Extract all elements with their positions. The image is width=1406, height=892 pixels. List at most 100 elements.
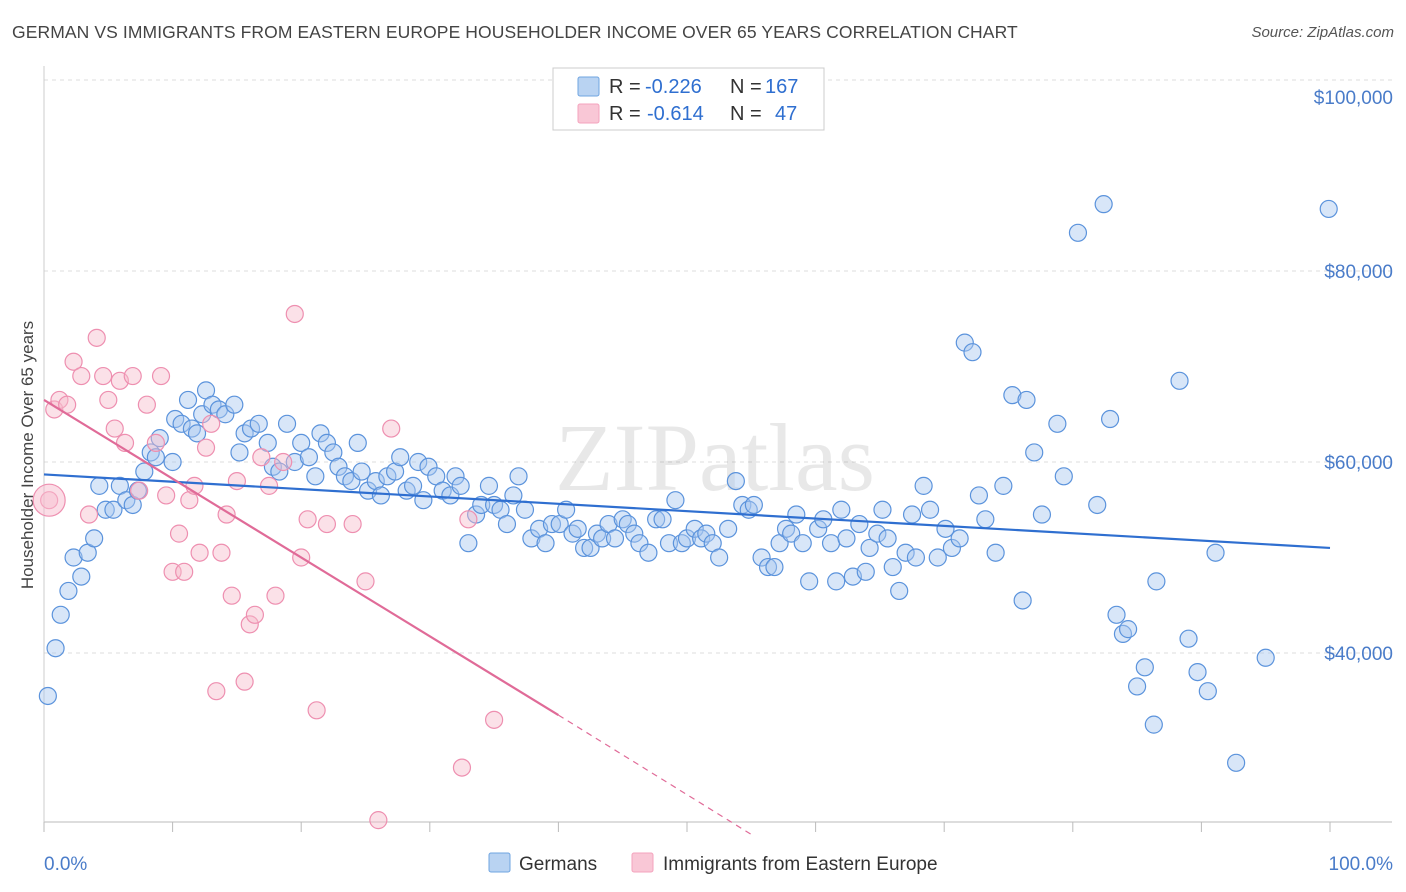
germans-point bbox=[942, 538, 962, 558]
y-tick-label: $40,000 bbox=[1324, 644, 1393, 665]
germans-point bbox=[685, 519, 704, 538]
immigrants-point bbox=[202, 414, 221, 433]
legend-r-label-1: R = bbox=[609, 76, 641, 98]
germans-point bbox=[270, 462, 289, 481]
germans-point bbox=[1088, 495, 1107, 515]
immigrants-point bbox=[369, 811, 388, 830]
germans-point bbox=[994, 476, 1013, 495]
germans-point bbox=[963, 343, 982, 362]
germans-point bbox=[1147, 572, 1166, 591]
germans-point bbox=[986, 543, 1005, 562]
immigrants-point bbox=[227, 472, 246, 491]
germans-point bbox=[178, 390, 198, 410]
germans-point bbox=[230, 443, 249, 462]
germans-point bbox=[906, 548, 926, 567]
immigrants-point bbox=[266, 586, 285, 605]
germans-point bbox=[504, 486, 523, 505]
germans-point bbox=[172, 414, 191, 433]
watermark: ZIPatlas bbox=[555, 404, 875, 511]
germans-point bbox=[515, 500, 535, 519]
germans-point bbox=[1179, 629, 1198, 648]
germans-point bbox=[1032, 505, 1052, 524]
germans-point bbox=[163, 452, 182, 472]
germans-point bbox=[385, 462, 405, 481]
germans-point bbox=[1100, 409, 1120, 429]
germans-point bbox=[292, 433, 311, 452]
germans-trend-line bbox=[43, 473, 1331, 550]
germans-point bbox=[352, 462, 371, 481]
germans-point bbox=[1118, 620, 1138, 639]
immigrants-point bbox=[196, 438, 216, 457]
immigrants-point bbox=[99, 390, 118, 410]
germans-point bbox=[832, 500, 851, 519]
immigrants-point bbox=[235, 672, 254, 691]
germans-point bbox=[366, 472, 385, 491]
germans-point bbox=[46, 639, 65, 658]
germans-point bbox=[536, 534, 555, 553]
immigrants-point bbox=[343, 514, 362, 534]
germans-point bbox=[1025, 443, 1044, 462]
germans-point bbox=[837, 529, 856, 548]
germans-point bbox=[950, 529, 969, 548]
immigrants-point bbox=[307, 701, 326, 720]
germans-point bbox=[1198, 682, 1217, 701]
germans-point bbox=[902, 505, 922, 524]
y-axis-title: Householder Income Over 65 years bbox=[18, 321, 37, 589]
legend-swatch-immigrants bbox=[577, 103, 600, 124]
immigrants-point bbox=[87, 328, 106, 347]
germans-point bbox=[955, 333, 974, 352]
legend-r-label-2: R = bbox=[609, 103, 641, 125]
immigrants-point bbox=[252, 448, 271, 467]
germans-point bbox=[809, 519, 828, 538]
germans-point bbox=[860, 538, 879, 558]
germans-point bbox=[187, 424, 207, 443]
series-legend: Germans Immigrants from Eastern Europe bbox=[488, 852, 938, 875]
germans-point bbox=[920, 500, 940, 519]
germans-point bbox=[51, 605, 70, 624]
germans-point bbox=[873, 500, 892, 519]
immigrants-point bbox=[298, 510, 317, 529]
immigrants-point bbox=[180, 491, 199, 510]
immigrants-point bbox=[169, 524, 189, 543]
germans-point bbox=[317, 433, 337, 452]
germans-point bbox=[446, 467, 465, 486]
germans-point bbox=[1068, 223, 1088, 242]
germans-point bbox=[883, 557, 902, 577]
germans-point bbox=[1013, 591, 1032, 610]
legend-swatch-germans bbox=[577, 76, 600, 97]
germans-point bbox=[324, 443, 343, 462]
germans-point bbox=[744, 495, 763, 515]
bottom-legend-germans: Germans bbox=[519, 854, 597, 875]
germans-point bbox=[677, 529, 697, 548]
germans-point bbox=[1107, 605, 1126, 624]
y-tick-label: $100,000 bbox=[1314, 88, 1393, 109]
germans-point bbox=[868, 524, 887, 543]
legend-n-label-2: N = bbox=[730, 103, 762, 125]
immigrants-point bbox=[175, 562, 194, 581]
correlation-legend: R = -0.226 N = 167 R = -0.614 N = 47 bbox=[552, 67, 825, 131]
germans-point bbox=[522, 529, 541, 548]
germans-point bbox=[72, 567, 91, 586]
immigrants-point bbox=[130, 481, 149, 500]
germans-point bbox=[1256, 648, 1275, 667]
germans-point bbox=[1135, 658, 1154, 677]
legend-r-value-2: -0.614 bbox=[647, 103, 704, 125]
germans-point bbox=[878, 529, 897, 548]
germans-point bbox=[618, 514, 637, 534]
germans-point bbox=[311, 424, 330, 443]
immigrants-point bbox=[207, 682, 226, 701]
germans-point bbox=[914, 476, 933, 495]
immigrants-point bbox=[382, 419, 401, 438]
germans-point bbox=[299, 448, 319, 467]
germans-point bbox=[59, 581, 78, 601]
immigrants-point bbox=[274, 452, 293, 472]
y-tick-labels: $100,000 $80,000 $60,000 $40,000 bbox=[1314, 88, 1393, 665]
germans-point bbox=[710, 548, 729, 567]
germans-point bbox=[758, 557, 778, 577]
immigrants-point bbox=[452, 758, 472, 777]
germans-point bbox=[605, 529, 625, 548]
germans-point bbox=[329, 457, 348, 476]
germans-point bbox=[850, 514, 869, 534]
germans-point bbox=[497, 514, 517, 534]
